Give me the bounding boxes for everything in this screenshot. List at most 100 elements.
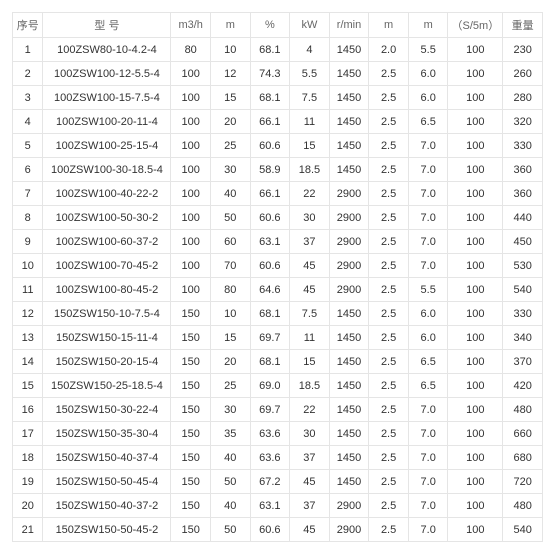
- cell-p: 37: [290, 494, 330, 518]
- cell-f: 100: [171, 86, 211, 110]
- cell-r: 100: [448, 374, 503, 398]
- table-row: 19150ZSW150-50-45-41505067.24514502.57.0…: [13, 470, 543, 494]
- cell-r: 100: [448, 470, 503, 494]
- cell-b: 5.5: [408, 278, 448, 302]
- cell-i: 21: [13, 518, 43, 542]
- cell-r: 100: [448, 518, 503, 542]
- cell-p: 15: [290, 134, 330, 158]
- cell-p: 37: [290, 446, 330, 470]
- cell-h: 50: [210, 470, 250, 494]
- table-row: 11100ZSW100-80-45-21008064.64529002.55.5…: [13, 278, 543, 302]
- cell-p: 37: [290, 230, 330, 254]
- cell-r: 100: [448, 422, 503, 446]
- table-row: 18150ZSW150-40-37-41504063.63714502.57.0…: [13, 446, 543, 470]
- cell-b: 6.5: [408, 110, 448, 134]
- cell-w: 420: [503, 374, 543, 398]
- cell-s: 1450: [329, 134, 369, 158]
- cell-h: 80: [210, 278, 250, 302]
- cell-b: 7.0: [408, 254, 448, 278]
- cell-s: 1450: [329, 398, 369, 422]
- cell-h: 40: [210, 494, 250, 518]
- cell-i: 8: [13, 206, 43, 230]
- cell-p: 4: [290, 38, 330, 62]
- table-row: 5100ZSW100-25-15-41002560.61514502.57.01…: [13, 134, 543, 158]
- cell-r: 100: [448, 158, 503, 182]
- cell-w: 230: [503, 38, 543, 62]
- cell-w: 540: [503, 518, 543, 542]
- cell-e: 58.9: [250, 158, 290, 182]
- table-row: 15150ZSW150-25-18.5-41502569.018.514502.…: [13, 374, 543, 398]
- cell-i: 17: [13, 422, 43, 446]
- cell-m: 150ZSW150-15-11-4: [43, 326, 171, 350]
- cell-f: 150: [171, 350, 211, 374]
- cell-m: 100ZSW100-12-5.5-4: [43, 62, 171, 86]
- cell-s: 1450: [329, 38, 369, 62]
- cell-s: 2900: [329, 494, 369, 518]
- cell-m: 100ZSW100-25-15-4: [43, 134, 171, 158]
- cell-i: 1: [13, 38, 43, 62]
- cell-b: 7.0: [408, 446, 448, 470]
- cell-p: 45: [290, 254, 330, 278]
- cell-e: 60.6: [250, 206, 290, 230]
- cell-r: 100: [448, 494, 503, 518]
- cell-h: 70: [210, 254, 250, 278]
- cell-r: 100: [448, 398, 503, 422]
- cell-h: 10: [210, 302, 250, 326]
- cell-s: 1450: [329, 374, 369, 398]
- cell-e: 63.6: [250, 446, 290, 470]
- table-row: 1100ZSW80-10-4.2-4801068.1414502.05.5100…: [13, 38, 543, 62]
- cell-b: 7.0: [408, 158, 448, 182]
- table-row: 16150ZSW150-30-22-41503069.72214502.57.0…: [13, 398, 543, 422]
- col-speed: r/min: [329, 13, 369, 38]
- cell-m: 150ZSW150-50-45-4: [43, 470, 171, 494]
- cell-f: 150: [171, 446, 211, 470]
- cell-m: 150ZSW150-20-15-4: [43, 350, 171, 374]
- cell-i: 10: [13, 254, 43, 278]
- cell-e: 66.1: [250, 110, 290, 134]
- cell-p: 22: [290, 182, 330, 206]
- cell-a: 2.5: [369, 278, 409, 302]
- cell-s: 1450: [329, 446, 369, 470]
- col-dim1: m: [369, 13, 409, 38]
- cell-s: 2900: [329, 230, 369, 254]
- table-body: 1100ZSW80-10-4.2-4801068.1414502.05.5100…: [13, 38, 543, 542]
- cell-b: 7.0: [408, 470, 448, 494]
- table-row: 14150ZSW150-20-15-41502068.11514502.56.5…: [13, 350, 543, 374]
- table-row: 4100ZSW100-20-11-41002066.11114502.56.51…: [13, 110, 543, 134]
- cell-w: 330: [503, 134, 543, 158]
- cell-e: 60.6: [250, 518, 290, 542]
- cell-m: 100ZSW80-10-4.2-4: [43, 38, 171, 62]
- cell-r: 100: [448, 278, 503, 302]
- cell-m: 150ZSW150-25-18.5-4: [43, 374, 171, 398]
- cell-r: 100: [448, 230, 503, 254]
- cell-f: 100: [171, 110, 211, 134]
- cell-p: 11: [290, 110, 330, 134]
- cell-m: 150ZSW150-40-37-2: [43, 494, 171, 518]
- cell-m: 100ZSW100-80-45-2: [43, 278, 171, 302]
- cell-b: 7.0: [408, 518, 448, 542]
- cell-b: 6.0: [408, 302, 448, 326]
- table-row: 21150ZSW150-50-45-21505060.64529002.57.0…: [13, 518, 543, 542]
- cell-p: 45: [290, 278, 330, 302]
- cell-r: 100: [448, 446, 503, 470]
- cell-s: 1450: [329, 62, 369, 86]
- table-row: 10100ZSW100-70-45-21007060.64529002.57.0…: [13, 254, 543, 278]
- cell-a: 2.5: [369, 350, 409, 374]
- cell-i: 9: [13, 230, 43, 254]
- col-model: 型 号: [43, 13, 171, 38]
- cell-a: 2.5: [369, 110, 409, 134]
- cell-w: 370: [503, 350, 543, 374]
- cell-a: 2.5: [369, 446, 409, 470]
- cell-s: 2900: [329, 518, 369, 542]
- cell-a: 2.5: [369, 86, 409, 110]
- cell-h: 40: [210, 446, 250, 470]
- cell-p: 22: [290, 398, 330, 422]
- cell-r: 100: [448, 182, 503, 206]
- cell-f: 100: [171, 134, 211, 158]
- cell-b: 6.5: [408, 374, 448, 398]
- cell-f: 100: [171, 278, 211, 302]
- cell-s: 2900: [329, 278, 369, 302]
- cell-i: 16: [13, 398, 43, 422]
- cell-r: 100: [448, 110, 503, 134]
- cell-r: 100: [448, 86, 503, 110]
